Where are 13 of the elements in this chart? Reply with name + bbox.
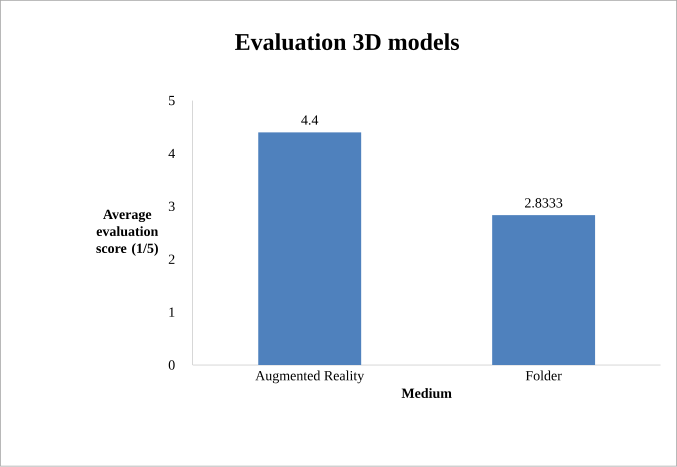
y-tick-label: 5 (169, 96, 175, 106)
x-tick-label: Folder (526, 370, 562, 381)
x-axis-title: Medium (402, 388, 452, 398)
y-tick-label: 0 (168, 360, 175, 370)
chart-title: Evaluation 3D models (235, 33, 460, 50)
x-tick-label: Augmented Reality (255, 370, 364, 384)
y-tick-label: 3 (168, 202, 175, 212)
y-tick-label: 1 (169, 308, 174, 317)
y-axis-title: Average evaluation score (1/5) (96, 210, 158, 256)
y-tick-label: 2 (168, 254, 174, 264)
y-tick-label: 4 (168, 149, 175, 158)
data-label: 2.8333 (525, 198, 562, 208)
data-label: 4.4 (301, 116, 318, 125)
